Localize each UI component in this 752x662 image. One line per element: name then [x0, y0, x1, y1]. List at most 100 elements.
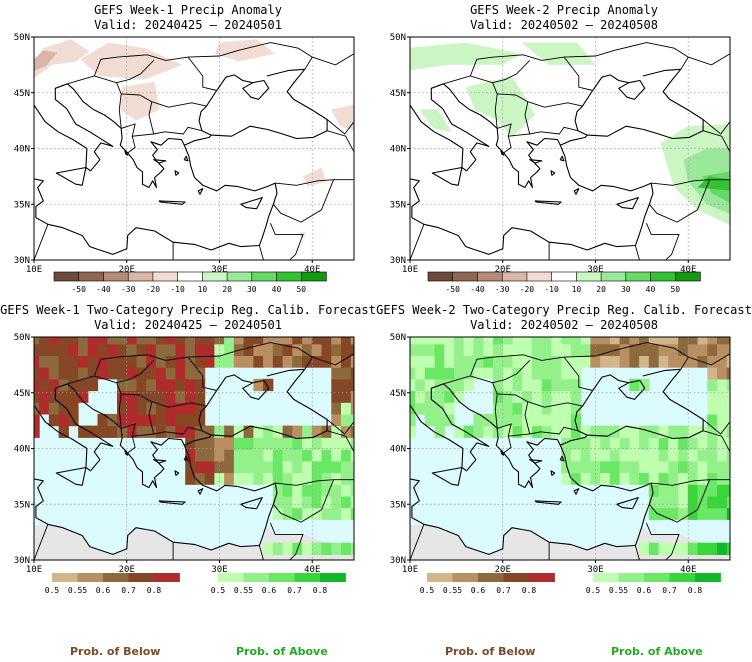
grid-cell [87, 337, 99, 345]
grid-cell [561, 402, 572, 415]
grid-cell [146, 402, 157, 415]
grid-cell [302, 460, 313, 474]
grid-cell [331, 437, 342, 450]
grid-cell [619, 343, 630, 356]
grid-cell [522, 343, 533, 356]
grid-cell [214, 460, 225, 474]
grid-cell [580, 343, 591, 356]
grid-cell [541, 337, 552, 345]
grid-cell [126, 355, 138, 368]
grid-cell [263, 460, 274, 474]
grid-cell [648, 542, 660, 555]
grid-cell [570, 402, 582, 415]
grid-cell [233, 355, 245, 368]
grid-cell [350, 378, 354, 392]
grid-cell [165, 367, 176, 380]
grid-cell [726, 460, 730, 474]
grid-cell [331, 472, 342, 485]
grid-cell [34, 390, 40, 403]
colorbar-swatch [77, 573, 104, 582]
grid-cell [321, 425, 332, 438]
grid-cell [541, 390, 552, 403]
colorbar-swatch [650, 271, 676, 282]
grid-cell [350, 542, 354, 555]
grid-cell [551, 355, 562, 368]
grid-cell [668, 495, 679, 509]
grid-cell [580, 449, 591, 462]
grid-cell [707, 390, 718, 403]
grid-cell [551, 402, 562, 415]
panel-3-title: GEFS Week-1 Two-Category Precip Reg. Cal… [0, 303, 376, 317]
grid-cell [185, 460, 196, 474]
grid-cell [424, 378, 436, 392]
grid-cell [302, 449, 313, 462]
grid-cell [707, 355, 718, 368]
grid-cell [561, 437, 572, 450]
grid-cell [726, 449, 730, 462]
lat-label: 35N [390, 500, 406, 510]
anomaly-colorbar-week1: -50 -40 -30 -20 -10 10 20 30 40 50 [53, 271, 344, 296]
grid-cell [194, 390, 206, 403]
grid-cell [678, 449, 689, 462]
grid-cell [253, 355, 264, 368]
grid-cell [619, 355, 630, 368]
grid-cell [204, 460, 215, 474]
grid-cell [263, 343, 274, 356]
lon-label: 20E [495, 565, 511, 573]
grid-cell [302, 484, 313, 497]
grid-cell [648, 343, 660, 356]
grid-cell [107, 337, 118, 345]
grid-cell [570, 413, 582, 427]
colorbar-tick-label: -10 [170, 285, 185, 294]
grid-cell [263, 542, 274, 555]
grid-cell [522, 337, 533, 345]
grid-cell [341, 484, 352, 497]
colorbar-tick-label: 0.7 [496, 586, 511, 595]
prob-above-colorbar-week1: 0.5 0.55 0.6 0.7 0.8 [211, 573, 358, 597]
colorbar-swatch [202, 271, 228, 282]
grid-cell [668, 437, 679, 450]
grid-cell [512, 337, 523, 345]
lon-label: 30E [587, 265, 603, 273]
grid-cell [48, 402, 60, 415]
grid-cell [697, 542, 708, 555]
lat-label: 30N [14, 256, 30, 266]
grid-cell [687, 542, 699, 555]
grid-cell [561, 460, 572, 474]
grid-cell [512, 425, 523, 438]
map-field [410, 37, 730, 260]
grid-cell [444, 402, 455, 415]
grid-cell [224, 472, 235, 485]
grid-cell [341, 542, 352, 555]
dry-anomaly-area [303, 167, 327, 187]
grid-cell [107, 343, 118, 356]
grid-cell [253, 425, 264, 438]
grid-cell [707, 413, 718, 427]
grid-cell [292, 337, 303, 345]
grid-cell [687, 507, 699, 520]
grid-cell [410, 355, 416, 368]
grid-cell [687, 472, 699, 485]
grid-cell [243, 437, 254, 450]
grid-cell [341, 460, 352, 474]
grid-cell [717, 413, 728, 427]
grid-cell [668, 484, 679, 497]
grid-cell [707, 337, 718, 345]
grid-cell [126, 337, 138, 345]
colorbar-swatch [669, 573, 696, 582]
grid-cell [243, 337, 254, 345]
grid-cell [146, 390, 157, 403]
grid-cell [321, 495, 332, 509]
grid-cell [512, 390, 523, 403]
grid-cell [619, 449, 630, 462]
grid-cell [434, 367, 445, 380]
grid-cell [668, 337, 679, 345]
grid-cell [726, 402, 730, 415]
country-borders [410, 342, 730, 560]
lat-label: 40N [390, 145, 406, 155]
grid-cell [292, 484, 303, 497]
lat-label: 45N [390, 89, 406, 99]
grid-cell [697, 507, 708, 520]
grid-cell [726, 484, 730, 497]
grid-cell [570, 449, 582, 462]
